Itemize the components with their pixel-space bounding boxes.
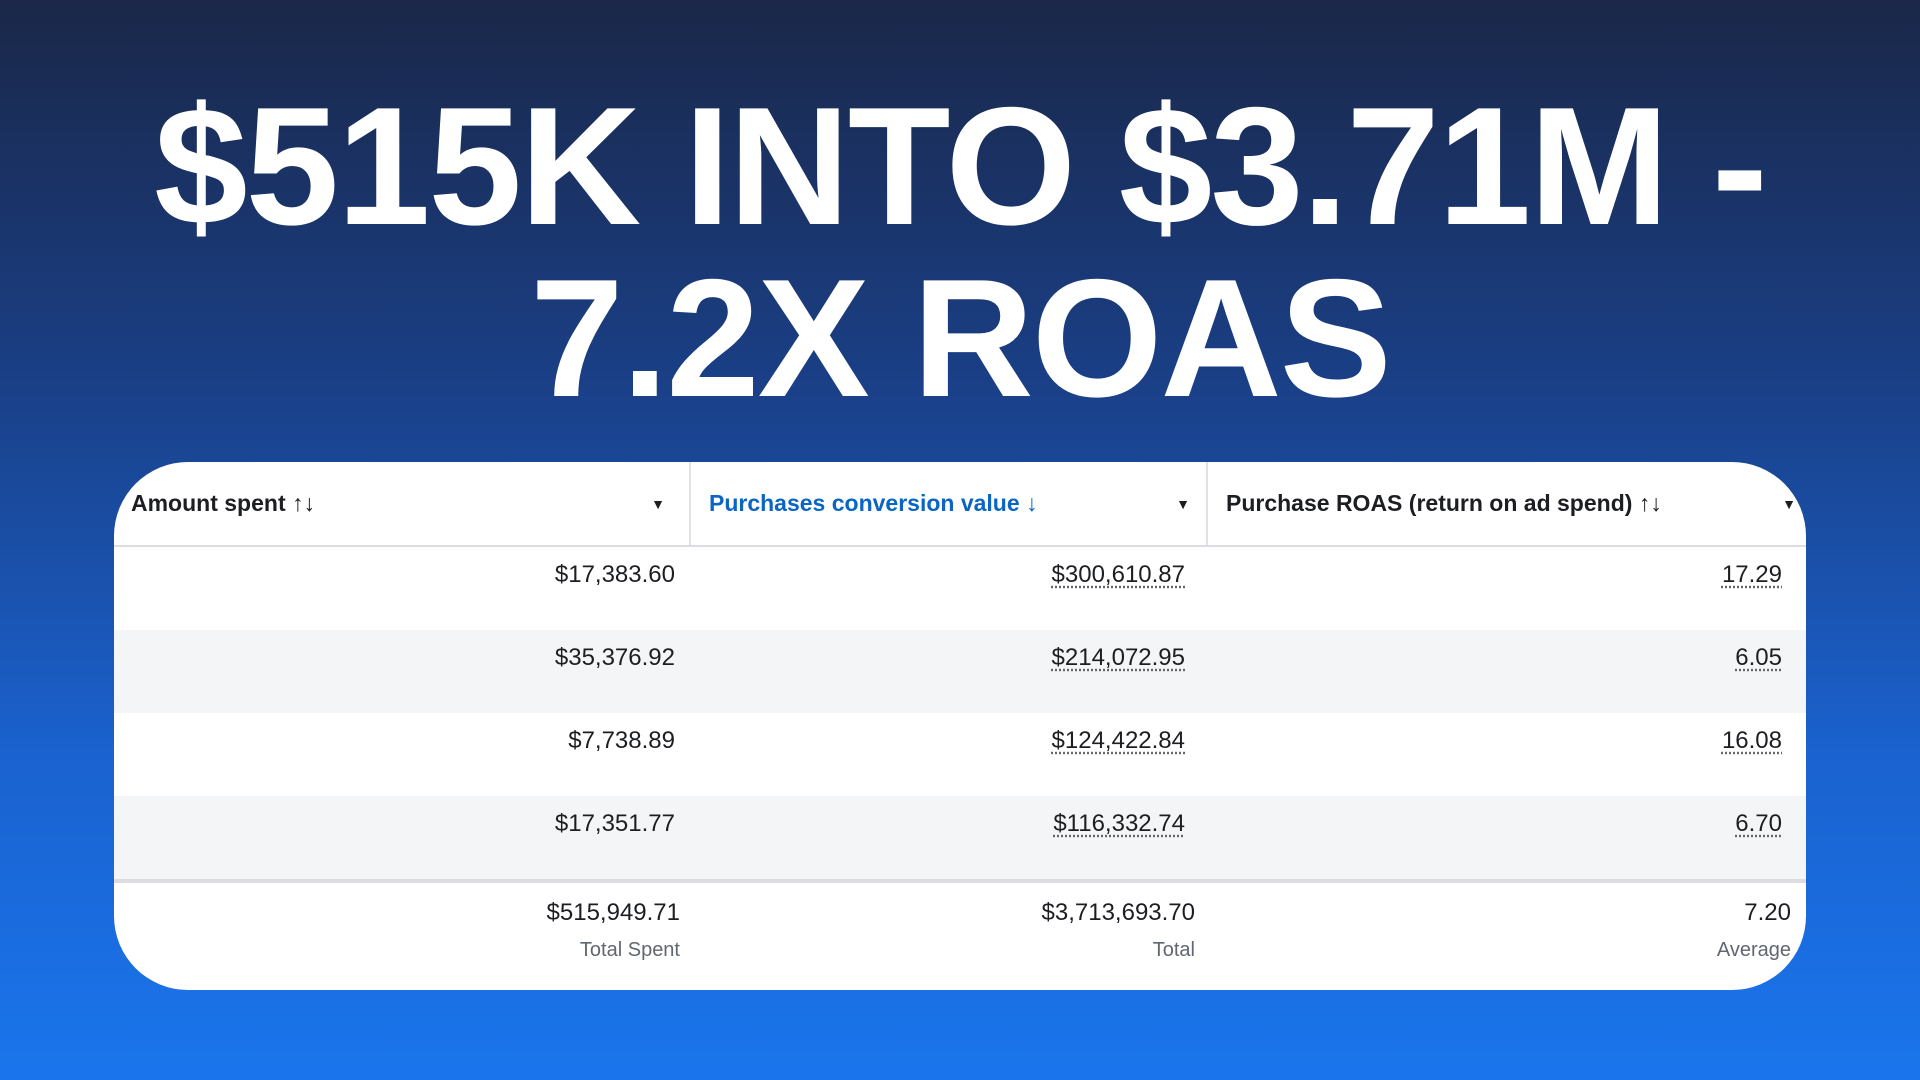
- average-roas-value: 7.20: [1744, 899, 1791, 926]
- amount-spent-cell: $17,351.77: [554, 810, 675, 837]
- dropdown-caret-icon[interactable]: ▼: [1782, 495, 1796, 512]
- sort-descending-icon[interactable]: ↓: [1026, 490, 1038, 516]
- table-header: Amount spent ↑↓ ▼ Purchases conversion v…: [114, 462, 1806, 547]
- conversion-value-cell[interactable]: $214,072.95: [1051, 644, 1185, 671]
- conversion-value-cell[interactable]: $124,422.84: [1051, 727, 1185, 754]
- ads-report-table: Amount spent ↑↓ ▼ Purchases conversion v…: [114, 462, 1806, 990]
- column-header-purchases-conversion-value[interactable]: Purchases conversion value ↓ ▼: [689, 462, 1206, 545]
- table-row: $35,376.92 $214,072.95 6.05: [114, 630, 1806, 713]
- roas-cell[interactable]: 16.08: [1721, 727, 1782, 754]
- column-header-amount-spent[interactable]: Amount spent ↑↓ ▼: [114, 462, 689, 545]
- column-label: Amount spent: [131, 490, 286, 516]
- average-roas-label: Average: [1716, 939, 1791, 961]
- total-spent-value: $515,949.71: [546, 899, 680, 926]
- amount-spent-cell: $17,383.60: [554, 561, 675, 588]
- amount-spent-cell: $7,738.89: [568, 727, 675, 754]
- column-label: Purchase ROAS (return on ad spend): [1226, 490, 1633, 516]
- total-spent-label: Total Spent: [579, 939, 680, 961]
- sort-icon[interactable]: ↑↓: [292, 490, 315, 516]
- amount-spent-cell: $35,376.92: [554, 644, 675, 671]
- conversion-value-cell[interactable]: $116,332.74: [1053, 810, 1185, 837]
- conversion-value-cell[interactable]: $300,610.87: [1051, 561, 1185, 588]
- roas-cell[interactable]: 6.05: [1735, 644, 1782, 671]
- sort-icon[interactable]: ↑↓: [1638, 490, 1662, 516]
- dropdown-caret-icon[interactable]: ▼: [651, 495, 665, 512]
- column-header-purchase-roas[interactable]: Purchase ROAS (return on ad spend) ↑↓ ▼: [1206, 462, 1806, 545]
- total-conversion-value: $3,713,693.70: [1041, 899, 1195, 926]
- table-row: $7,738.89 $124,422.84 16.08: [114, 713, 1806, 796]
- roas-cell[interactable]: 6.70: [1735, 810, 1782, 837]
- dropdown-caret-icon[interactable]: ▼: [1176, 495, 1190, 512]
- roas-cell[interactable]: 17.29: [1721, 561, 1782, 588]
- table-row: $17,351.77 $116,332.74 6.70: [114, 796, 1806, 879]
- total-conversion-label: Total: [1152, 939, 1195, 961]
- table-row: $17,383.60 $300,610.87 17.29: [114, 547, 1806, 630]
- headline-line-1: $515K INTO $3.71M -: [154, 72, 1768, 260]
- column-label: Purchases conversion value: [709, 490, 1020, 516]
- headline-line-2: 7.2X ROAS: [530, 244, 1392, 432]
- totals-row: $515,949.71 Total Spent $3,713,693.70 To…: [114, 879, 1806, 990]
